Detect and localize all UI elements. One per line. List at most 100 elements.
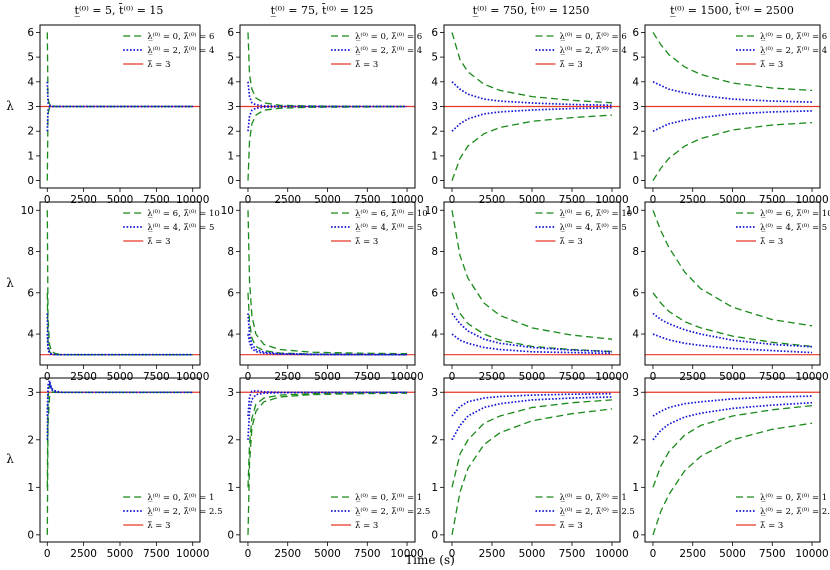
y-tick-label: 6: [227, 27, 234, 39]
y-tick-label: 8: [431, 246, 438, 258]
subplot: 0 2500 5000 7500 10000 4 6 8 10 λ̲⁽⁰⁾ = 6, λ̄⁽⁰⁾ …: [221, 201, 428, 383]
y-tick-label: 1: [27, 150, 34, 162]
series-line: [451, 81, 613, 107]
x-tick-label: 10000: [795, 194, 828, 206]
legend-label: λ̄ = 3: [355, 521, 378, 531]
y-tick-label: 10: [21, 205, 34, 217]
x-tick-label: 7500: [759, 194, 786, 206]
series-line: [247, 106, 408, 181]
x-tick-label: 10000: [595, 548, 628, 560]
y-tick-label: 2: [227, 126, 234, 138]
y-tick-label: 0: [632, 529, 639, 541]
y-tick-label: 10: [221, 205, 234, 217]
x-tick-label: 0: [650, 194, 657, 206]
x-tick-label: 7500: [143, 194, 170, 206]
series-line: [451, 114, 613, 181]
series-line: [652, 32, 813, 92]
x-tick-label: 7500: [354, 371, 381, 383]
subplot: 0 2500 5000 7500 10000 0 1 2 3 4 5 6 λ̲⁽⁰⁾ = 0, λ̄⁽⁰…: [27, 24, 214, 206]
x-tick-label: 5000: [519, 194, 546, 206]
x-tick-label: 2500: [679, 194, 706, 206]
x-tick-label: 5000: [719, 548, 746, 560]
x-tick-label: 2500: [479, 548, 506, 560]
y-tick-label: 2: [431, 126, 438, 138]
series-line: [451, 396, 613, 441]
x-tick-label: 5000: [314, 371, 341, 383]
y-tick-label: 2: [27, 126, 34, 138]
plot-area: [240, 389, 415, 535]
x-tick-label: 10000: [595, 371, 628, 383]
series-line: [451, 392, 613, 417]
x-tick-label: 7500: [559, 194, 586, 206]
legend-label: λ̲⁽⁰⁾ = 0, λ̄⁽⁰⁾ = 1: [355, 493, 422, 503]
subplot: 0 2500 5000 7500 10000 0 1 2 3 4 5 6 λ̲⁽⁰⁾ = 0, λ̄⁽⁰…: [431, 24, 629, 206]
y-tick-label: 6: [431, 27, 438, 39]
legend-label: λ̲⁽⁰⁾ = 2, λ̄⁽⁰⁾ = 4: [560, 46, 627, 56]
x-tick-label: 2500: [70, 194, 97, 206]
legend-label: λ̲⁽⁰⁾ = 4, λ̄⁽⁰⁾ = 5: [355, 223, 422, 233]
x-tick-label: 5000: [519, 548, 546, 560]
subplot: 0 2500 5000 7500 10000 0 1 2 3 4 5 6 λ̲⁽⁰⁾ = 0, λ̄⁽⁰…: [227, 24, 424, 206]
x-tick-label: 5000: [314, 548, 341, 560]
series-line: [652, 210, 813, 327]
x-tick-label: 10000: [595, 194, 628, 206]
y-tick-label: 0: [27, 175, 34, 187]
x-tick-label: 5000: [107, 548, 134, 560]
x-tick-label: 10000: [390, 194, 423, 206]
series-line: [451, 312, 613, 353]
y-tick-label: 1: [27, 482, 34, 494]
y-tick-label: 1: [632, 150, 639, 162]
x-tick-label: 7500: [759, 371, 786, 383]
plot-area: [240, 32, 415, 181]
y-tick-label: 10: [425, 205, 438, 217]
series-line: [46, 334, 193, 356]
plot-area: [645, 32, 820, 181]
series-line: [652, 404, 813, 488]
legend-label: λ̄ = 3: [760, 237, 783, 247]
y-tick-label: 8: [632, 246, 639, 258]
series-line: [652, 401, 813, 441]
series-line: [247, 389, 407, 417]
x-tick-label: 0: [650, 548, 657, 560]
series-line: [451, 210, 613, 340]
x-tick-label: 10000: [795, 548, 828, 560]
legend-label: λ̄ = 3: [560, 521, 583, 531]
series-line: [46, 382, 193, 488]
y-tick-label: 4: [27, 76, 34, 88]
series-line: [247, 391, 407, 440]
legend-label: λ̲⁽⁰⁾ = 6, λ̄⁽⁰⁾ = 10: [355, 209, 428, 219]
y-tick-label: 6: [431, 287, 438, 299]
column-title: t̲⁽⁰⁾ = 750, t̄⁽⁰⁾ = 1250: [472, 4, 589, 17]
axes-frame: [39, 377, 201, 543]
legend-label: λ̄ = 3: [355, 60, 378, 70]
subplot: 0 2500 5000 7500 10000 4 6 8 10 λ̲⁽⁰⁾ = 6, λ̄⁽⁰⁾ …: [425, 201, 632, 383]
x-tick-label: 7500: [559, 371, 586, 383]
legend-label: λ̄ = 3: [760, 521, 783, 531]
y-tick-label: 5: [227, 52, 234, 64]
x-tick-label: 0: [44, 371, 51, 383]
legend-label: λ̄ = 3: [355, 237, 378, 247]
series-line: [46, 105, 193, 181]
x-tick-label: 2500: [70, 371, 97, 383]
legend-label: λ̲⁽⁰⁾ = 0, λ̄⁽⁰⁾ = 6: [147, 32, 214, 42]
y-tick-label: 0: [431, 175, 438, 187]
y-tick-label: 6: [227, 287, 234, 299]
y-tick-label: 0: [227, 175, 234, 187]
y-tick-label: 1: [431, 482, 438, 494]
x-tick-label: 0: [245, 194, 252, 206]
series-line: [247, 32, 408, 108]
x-tick-label: 0: [245, 371, 252, 383]
series-line: [652, 333, 813, 354]
y-tick-label: 3: [27, 101, 34, 113]
subplot: 0 2500 5000 7500 10000 4 6 8 10 λ̲⁽⁰⁾ = 6, λ̄⁽⁰⁾ …: [21, 201, 220, 383]
x-tick-label: 0: [449, 548, 456, 560]
series-line: [451, 408, 613, 536]
legend-label: λ̄ = 3: [760, 60, 783, 70]
legend-label: λ̲⁽⁰⁾ = 0, λ̄⁽⁰⁾ = 6: [560, 32, 627, 42]
plot-area: [444, 391, 620, 536]
series-line: [247, 210, 408, 355]
y-tick-label: 3: [632, 101, 639, 113]
legend-label: λ̲⁽⁰⁾ = 2, λ̄⁽⁰⁾ = 2.5: [355, 507, 430, 517]
series-line: [652, 422, 813, 536]
plot-area: [240, 210, 415, 356]
